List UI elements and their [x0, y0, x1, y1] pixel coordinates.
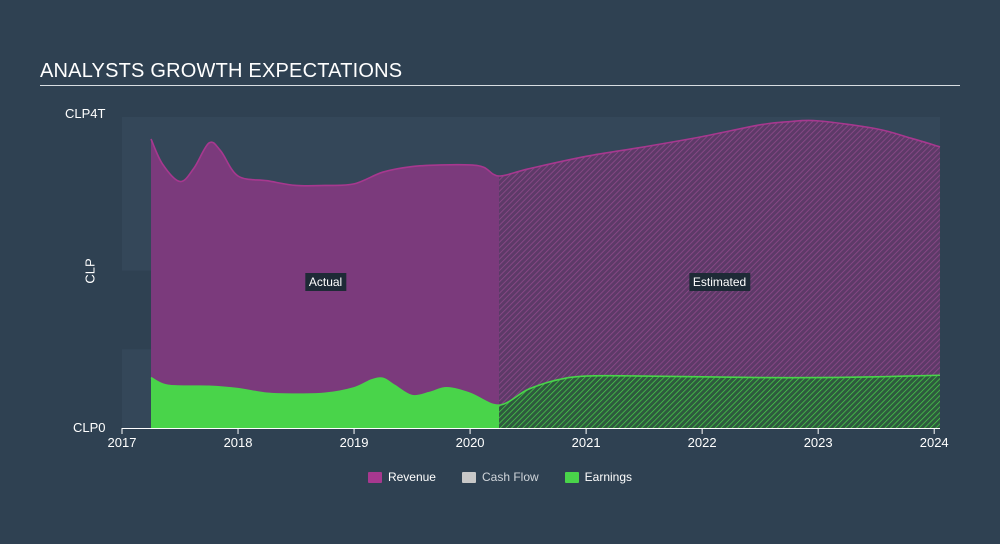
- earnings-line: [150, 374, 941, 406]
- chart-legend: Revenue Cash Flow Earnings: [0, 470, 1000, 484]
- revenue-swatch: [367, 471, 382, 483]
- y-axis-max-label: CLP4T: [65, 106, 106, 121]
- estimated-region-label: Estimated: [688, 273, 751, 292]
- x-tick-label-2022: 2022: [688, 435, 717, 450]
- earnings-swatch: [564, 471, 579, 483]
- chart-title: ANALYSTS GROWTH EXPECTATIONS: [40, 60, 403, 82]
- legend-label-revenue: Revenue: [387, 470, 436, 484]
- legend-item-earnings[interactable]: Earnings: [564, 470, 633, 484]
- revenue-line: [150, 119, 941, 187]
- legend-label-earnings: Earnings: [584, 470, 633, 484]
- title-divider: [40, 85, 960, 86]
- y-axis-min-label: CLP0: [73, 420, 106, 435]
- cash-flow-swatch: [461, 471, 476, 483]
- x-tick-label-2024: 2024: [920, 435, 949, 450]
- legend-item-revenue[interactable]: Revenue: [367, 470, 436, 484]
- x-tick-label-2023: 2023: [804, 435, 833, 450]
- legend-item-cash-flow[interactable]: Cash Flow: [461, 470, 539, 484]
- x-tick-label-2020: 2020: [456, 435, 485, 450]
- legend-label-cash-flow: Cash Flow: [481, 470, 539, 484]
- earnings-area-actual: [151, 377, 500, 428]
- actual-region-label: Actual: [304, 273, 347, 292]
- x-tick-label-2021: 2021: [572, 435, 601, 450]
- earnings-area-estimated: [499, 375, 940, 428]
- x-tick-label-2019: 2019: [340, 435, 369, 450]
- x-tick-label-2017: 2017: [108, 435, 137, 450]
- x-tick-label-2018: 2018: [224, 435, 253, 450]
